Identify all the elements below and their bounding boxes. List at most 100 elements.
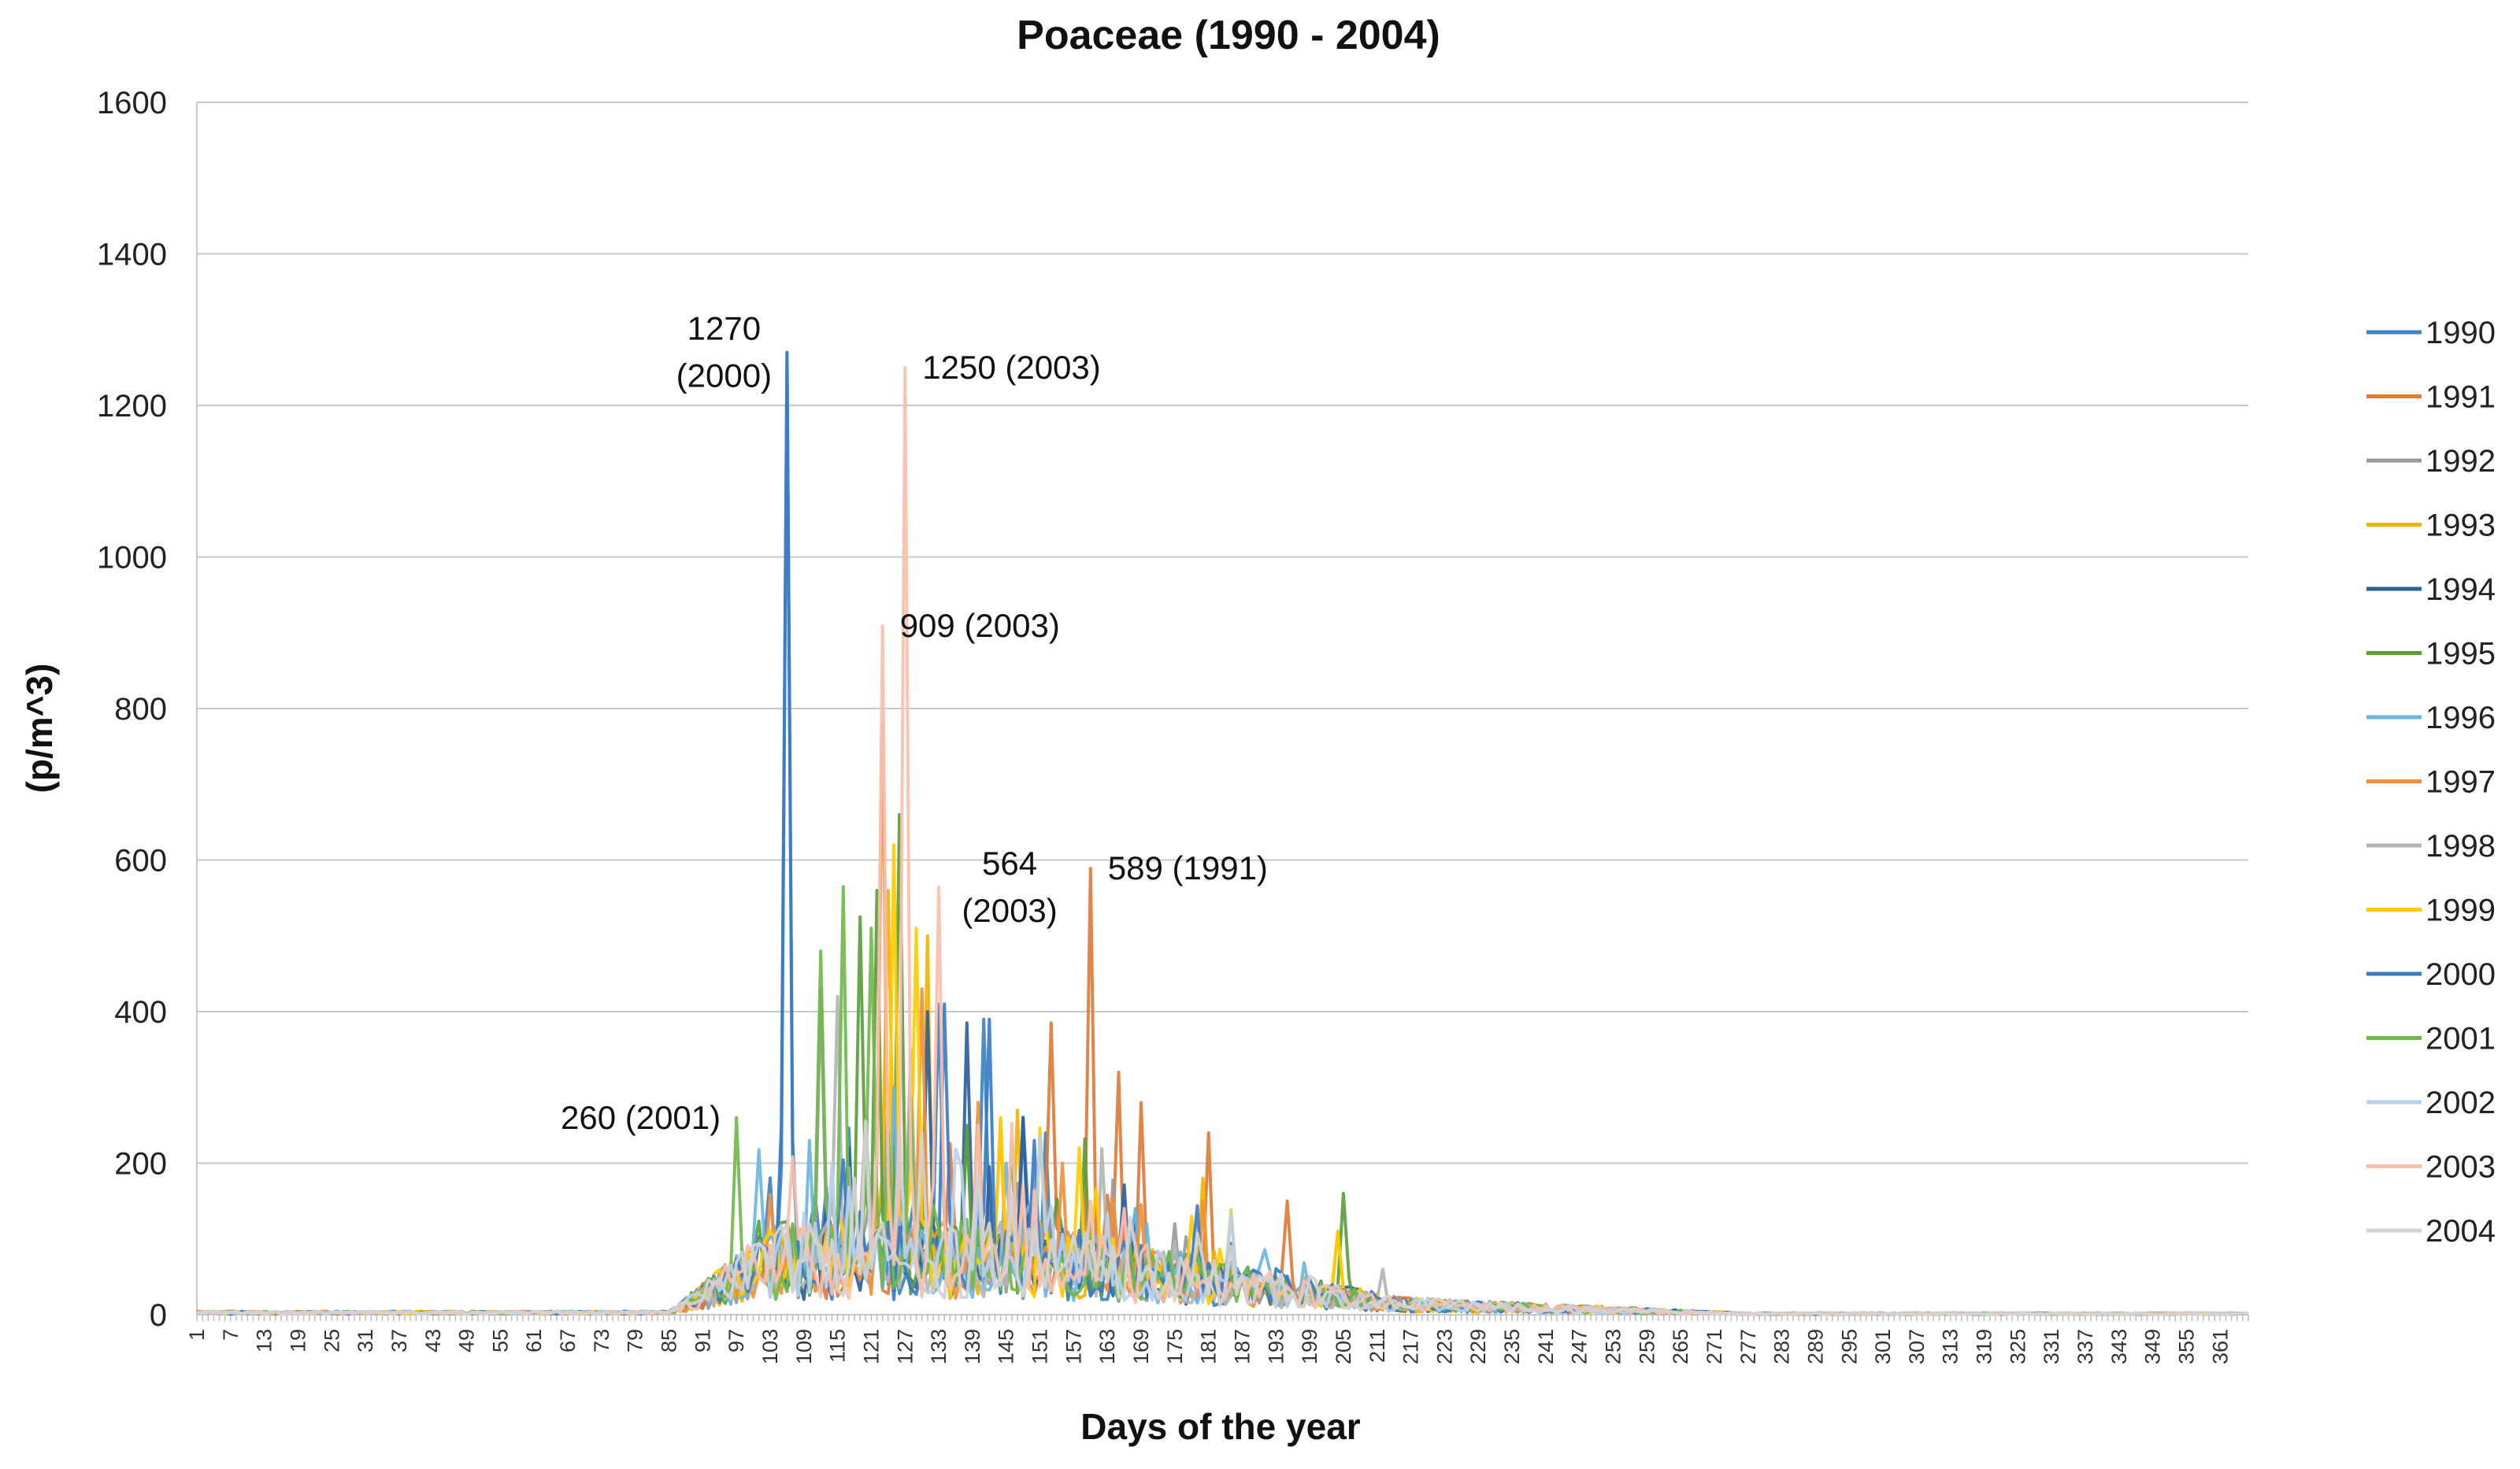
y-tick-label: 1400 — [97, 238, 167, 272]
x-axis-ticks: 1 7 13 19 25 31 37 43 49 55 61 67 73 79 85 91 97 103 109 11… — [185, 1315, 2249, 1364]
y-tick-label: 800 — [114, 692, 167, 727]
x-tick-label: 325 — [2006, 1329, 2029, 1364]
x-tick-label: 139 — [961, 1329, 984, 1364]
x-tick-label: 19 — [286, 1329, 309, 1352]
legend-label-1995: 1995 — [2426, 637, 2496, 672]
series-lines — [196, 350, 2249, 1316]
annotation-label: (2000) — [676, 357, 772, 394]
annotation-label: 589 (1991) — [1108, 849, 1268, 886]
annotation-label: (2003) — [962, 892, 1057, 929]
series-line-1990 — [196, 350, 2249, 1316]
x-tick-label: 343 — [2107, 1329, 2131, 1364]
series-line-2000 — [196, 350, 2249, 1316]
series-line-2004 — [196, 1119, 2249, 1316]
y-tick-label: 200 — [114, 1147, 167, 1182]
legend-label-1990: 1990 — [2426, 316, 2496, 350]
x-tick-label: 61 — [522, 1329, 546, 1352]
x-tick-label: 277 — [1736, 1329, 1760, 1364]
x-tick-label: 217 — [1399, 1329, 1423, 1364]
x-tick-label: 145 — [995, 1329, 1018, 1364]
x-tick-label: 295 — [1837, 1329, 1861, 1364]
annotation-label: 909 (2003) — [900, 607, 1060, 644]
y-axis-title: (p/m^3) — [19, 664, 60, 794]
x-tick-label: 361 — [2208, 1329, 2232, 1364]
x-tick-label: 205 — [1332, 1329, 1355, 1364]
x-tick-label: 283 — [1770, 1329, 1794, 1364]
annotation-label: 1250 (2003) — [922, 349, 1101, 386]
series-line-2001 — [196, 885, 2249, 1316]
x-tick-label: 193 — [1264, 1329, 1288, 1364]
x-tick-label: 127 — [893, 1329, 917, 1364]
x-tick-label: 73 — [590, 1329, 613, 1352]
x-tick-label: 259 — [1635, 1329, 1658, 1364]
x-tick-label: 85 — [658, 1329, 681, 1352]
x-tick-label: 337 — [2073, 1329, 2097, 1364]
x-tick-label: 331 — [2040, 1329, 2063, 1364]
legend-label-1993: 1993 — [2426, 509, 2496, 543]
x-tick-label: 235 — [1500, 1329, 1524, 1364]
legend-label-1997: 1997 — [2426, 765, 2496, 800]
x-tick-label: 253 — [1602, 1329, 1625, 1364]
legend-label-1994: 1994 — [2426, 572, 2496, 607]
legend-label-2002: 2002 — [2426, 1086, 2496, 1120]
x-tick-label: 319 — [1973, 1329, 1996, 1364]
x-tick-label: 1 — [185, 1329, 209, 1341]
x-tick-label: 43 — [421, 1329, 445, 1352]
x-tick-label: 301 — [1871, 1329, 1895, 1364]
x-tick-label: 355 — [2174, 1329, 2198, 1364]
x-tick-label: 229 — [1466, 1329, 1490, 1364]
legend-label-2000: 2000 — [2426, 957, 2496, 992]
x-tick-label: 115 — [826, 1329, 850, 1363]
series-line-1995 — [196, 812, 2249, 1316]
x-tick-label: 349 — [2141, 1329, 2165, 1364]
annotations: 1270 (2000) 1250 (2003) 909 (2003) 564 (2003)… — [561, 310, 1268, 1136]
x-tick-label: 223 — [1432, 1329, 1456, 1364]
x-tick-label: 265 — [1669, 1329, 1692, 1364]
legend: 1990 1991 1992 1993 1994 1995 1996 1997 1998 1999… — [2366, 316, 2496, 1249]
x-tick-label: 163 — [1095, 1329, 1119, 1364]
series-line-1991 — [196, 867, 2249, 1316]
x-tick-label: 247 — [1568, 1329, 1592, 1364]
y-tick-label: 1200 — [97, 389, 167, 424]
y-axis-ticks: 0 200 400 600 800 1000 1200 1400 1600 — [97, 86, 167, 1333]
x-tick-label: 307 — [1905, 1329, 1929, 1364]
x-tick-label: 109 — [792, 1329, 816, 1364]
x-tick-label: 25 — [320, 1329, 343, 1352]
legend-label-2003: 2003 — [2426, 1150, 2496, 1185]
series-line-1997 — [196, 722, 2249, 1316]
legend-label-2001: 2001 — [2426, 1022, 2496, 1056]
x-tick-label: 55 — [488, 1329, 512, 1352]
x-tick-label: 271 — [1703, 1329, 1726, 1364]
series-line-2003 — [196, 365, 2249, 1316]
y-tick-label: 600 — [114, 844, 167, 879]
y-tick-label: 1600 — [97, 86, 167, 120]
y-tick-label: 1000 — [97, 541, 167, 575]
x-tick-label: 121 — [859, 1329, 883, 1364]
x-tick-label: 199 — [1298, 1329, 1321, 1364]
series-line-1993 — [196, 889, 2249, 1316]
x-tick-label: 49 — [455, 1329, 479, 1352]
legend-label-1992: 1992 — [2426, 444, 2496, 479]
x-tick-label: 169 — [1129, 1329, 1153, 1364]
x-tick-label: 103 — [758, 1329, 782, 1364]
x-tick-label: 7 — [219, 1329, 243, 1341]
annotation-label: 564 — [982, 845, 1037, 882]
x-tick-label: 37 — [387, 1329, 411, 1352]
x-tick-label: 67 — [556, 1329, 580, 1352]
x-tick-label: 13 — [253, 1329, 276, 1352]
x-tick-label: 313 — [1939, 1329, 1962, 1364]
x-tick-label: 289 — [1803, 1329, 1827, 1364]
x-tick-label: 97 — [724, 1329, 748, 1352]
x-axis-title: Days of the year — [1080, 1406, 1360, 1447]
series-line-1999 — [196, 843, 2249, 1316]
x-tick-label: 175 — [1163, 1329, 1187, 1364]
annotation-label: 1270 — [687, 310, 761, 347]
legend-label-1999: 1999 — [2426, 894, 2496, 928]
legend-label-1991: 1991 — [2426, 380, 2496, 415]
x-tick-label: 187 — [1230, 1329, 1254, 1364]
y-tick-label: 400 — [114, 995, 167, 1030]
legend-label-1996: 1996 — [2426, 701, 2496, 735]
x-tick-label: 181 — [1197, 1329, 1221, 1364]
x-tick-label: 211 — [1366, 1329, 1389, 1363]
